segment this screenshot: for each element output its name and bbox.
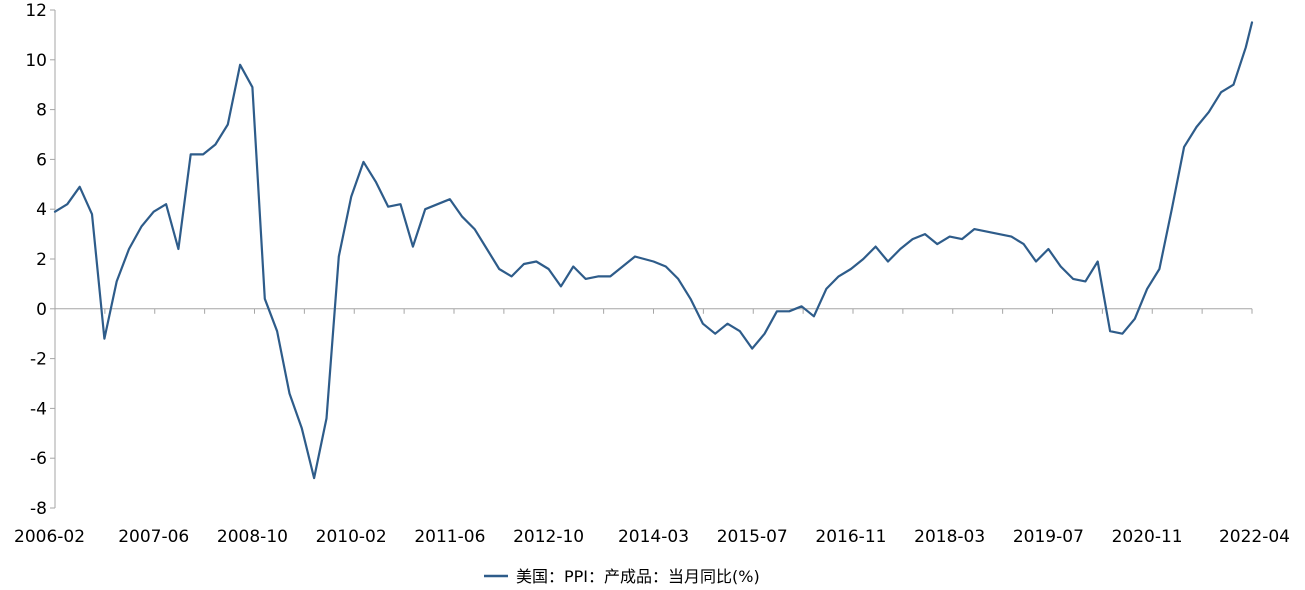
legend-label: 美国：PPI：产成品：当月同比(%) — [516, 567, 760, 586]
y-tick-label: -8 — [30, 499, 47, 519]
x-tick-label: 2014-03 — [618, 527, 689, 547]
x-tick-label: 2020-11 — [1112, 527, 1183, 547]
y-tick-label: -6 — [30, 449, 47, 469]
x-axis: 2006-02 2007-06 2008-10 2010-02 2011-06 2012-… — [14, 308, 1290, 547]
y-tick-label: 8 — [36, 101, 47, 121]
series-layer — [53, 21, 1254, 480]
x-tick-label: 2008-10 — [217, 527, 288, 547]
y-tick-label: 2 — [36, 250, 47, 270]
y-tick-label: -4 — [30, 399, 47, 419]
y-axis: -8 -6 -4 -2 0 2 4 6 8 10 12 — [25, 1, 56, 519]
x-tick-label: 2019-07 — [1013, 527, 1084, 547]
x-tick-label: 2015-07 — [717, 527, 788, 547]
x-tick-label: 2011-06 — [414, 527, 485, 547]
y-tick-label: 6 — [36, 150, 47, 170]
y-tick-label: 4 — [36, 200, 47, 220]
x-tick-label: 2018-03 — [914, 527, 985, 547]
x-tick-label: 2022-04 — [1219, 527, 1290, 547]
x-tick-label: 2012-10 — [513, 527, 584, 547]
x-tick-label: 2010-02 — [316, 527, 387, 547]
y-tick-label: 12 — [25, 1, 47, 21]
x-tick-label: 2007-06 — [118, 527, 189, 547]
y-tick-label: 0 — [36, 300, 47, 320]
x-tick-label: 2006-02 — [14, 527, 85, 547]
y-tick-label: -2 — [30, 350, 47, 370]
legend: 美国：PPI：产成品：当月同比(%) — [484, 567, 760, 586]
x-tick-label: 2016-11 — [815, 527, 886, 547]
series-line — [53, 21, 1254, 480]
y-tick-label: 10 — [25, 51, 47, 71]
